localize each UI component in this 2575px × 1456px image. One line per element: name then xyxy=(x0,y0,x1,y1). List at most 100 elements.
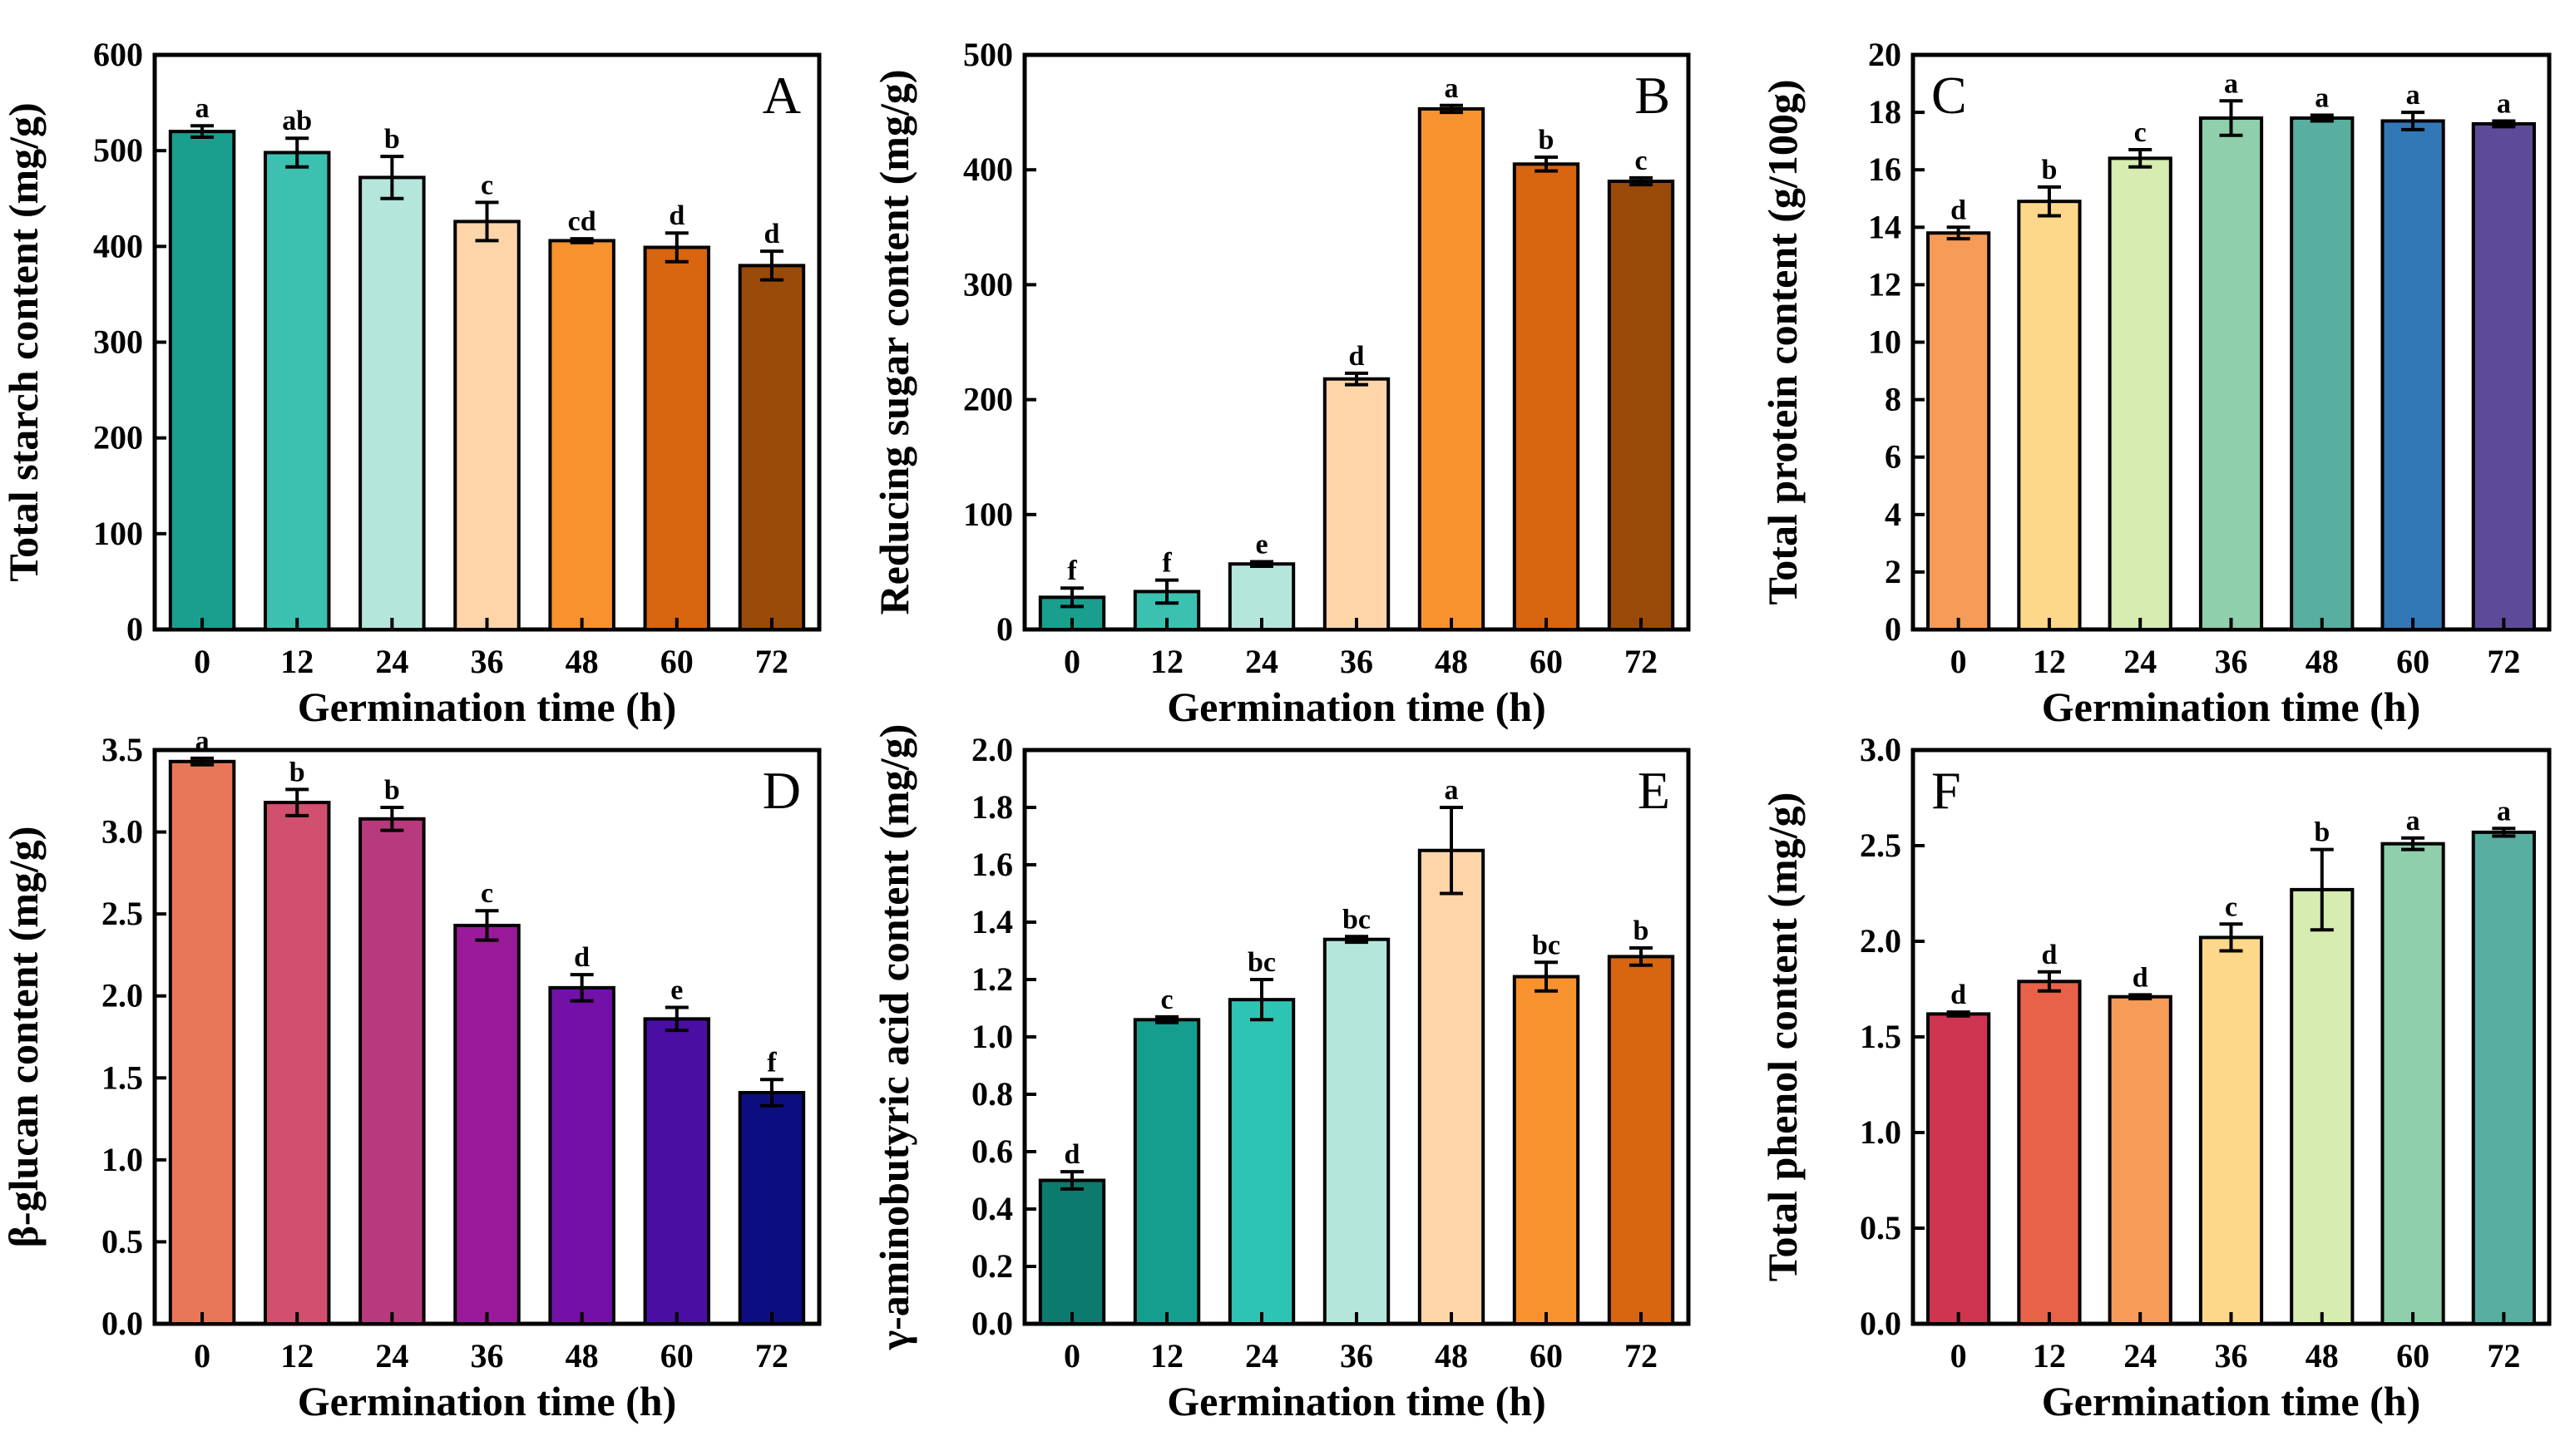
y-tick-label-c-5: 10 xyxy=(1868,323,1901,361)
significance-label-a-60: d xyxy=(669,200,685,231)
chart-panel-b: 0 100 200 300 400 500 f 0 f 12 e 24 d 36 a 48 b 60 c 72 Germ… xyxy=(871,36,1691,730)
bar-a-72 xyxy=(738,264,806,631)
significance-label-a-72: d xyxy=(764,219,779,249)
error-bar-a-60 xyxy=(665,231,689,264)
x-tick-label-e-72: 72 xyxy=(1624,1337,1658,1375)
bar-d-36 xyxy=(453,923,521,1325)
significance-label-a-0: a xyxy=(195,93,210,124)
error-bar-c-12 xyxy=(2037,185,2061,218)
chart-panel-e: 0.0 0.2 0.4 0.6 0.8 1.0 1.2 1.4 1.6 1.8 2.0 d 0 c 12 bc… xyxy=(871,724,1691,1424)
bar-c-48 xyxy=(2290,116,2355,631)
y-tick-label-d-5: 2.5 xyxy=(101,895,143,932)
x-tick-label-c-0: 0 xyxy=(1950,643,1967,680)
significance-label-e-72: b xyxy=(1633,916,1649,946)
y-tick-label-f-6: 3.0 xyxy=(1860,731,1901,768)
error-bar-b-60 xyxy=(1535,155,1558,173)
x-tick-label-f-60: 60 xyxy=(2396,1337,2429,1375)
y-tick-label-b-4: 400 xyxy=(963,151,1013,188)
bar-f-72 xyxy=(2471,830,2536,1325)
y-tick-label-c-8: 16 xyxy=(1868,151,1901,188)
panel-letter-b: B xyxy=(1634,66,1670,125)
x-tick-label-f-0: 0 xyxy=(1950,1337,1967,1375)
significance-label-d-60: e xyxy=(670,975,683,1006)
significance-label-d-72: f xyxy=(767,1047,777,1078)
significance-label-f-0: d xyxy=(1950,980,1966,1010)
significance-label-e-36: bc xyxy=(1342,904,1371,935)
y-tick-label-c-2: 4 xyxy=(1885,496,1901,533)
x-tick-label-c-60: 60 xyxy=(2396,643,2429,680)
significance-label-d-12: b xyxy=(289,757,305,787)
y-tick-label-e-5: 1.0 xyxy=(971,1018,1013,1055)
significance-label-e-24: bc xyxy=(1248,947,1276,978)
x-tick-label-b-36: 36 xyxy=(1340,643,1373,680)
error-bar-e-0 xyxy=(1060,1170,1084,1191)
y-tick-label-e-10: 2.0 xyxy=(971,731,1013,768)
bar-a-60 xyxy=(643,245,711,631)
significance-label-a-24: b xyxy=(384,124,400,155)
x-axis-title-a: Germination time (h) xyxy=(298,684,676,730)
significance-label-b-48: a xyxy=(1445,73,1459,104)
x-tick-label-b-48: 48 xyxy=(1435,643,1468,680)
significance-label-e-48: a xyxy=(1445,775,1459,806)
y-tick-label-e-0: 0.0 xyxy=(971,1305,1013,1342)
error-bar-f-36 xyxy=(2219,922,2243,953)
bar-f-24 xyxy=(2108,995,2172,1325)
panel-letter-e: E xyxy=(1638,761,1670,820)
y-tick-label-c-10: 20 xyxy=(1868,36,1901,73)
y-tick-label-e-9: 1.8 xyxy=(971,788,1013,826)
y-tick-label-d-3: 1.5 xyxy=(101,1059,143,1096)
x-axis-title-e: Germination time (h) xyxy=(1167,1378,1545,1424)
significance-label-b-12: f xyxy=(1162,548,1172,579)
significance-label-b-0: f xyxy=(1067,555,1077,586)
error-bar-b-12 xyxy=(1155,578,1179,605)
error-bar-d-72 xyxy=(759,1078,783,1108)
error-bar-e-24 xyxy=(1250,978,1273,1022)
significance-label-f-36: c xyxy=(2225,891,2237,922)
y-tick-label-a-3: 300 xyxy=(93,323,143,361)
significance-label-c-60: a xyxy=(2406,80,2420,111)
bar-a-24 xyxy=(358,175,426,631)
y-tick-label-a-0: 0 xyxy=(126,610,143,648)
x-tick-label-f-24: 24 xyxy=(2123,1337,2157,1375)
x-tick-label-d-0: 0 xyxy=(194,1337,210,1375)
x-tick-label-b-0: 0 xyxy=(1064,643,1080,680)
significance-label-e-0: d xyxy=(1065,1139,1080,1170)
y-tick-label-e-7: 1.4 xyxy=(971,903,1013,940)
error-bar-c-72 xyxy=(2492,119,2516,129)
bar-c-36 xyxy=(2198,116,2264,631)
x-tick-label-e-48: 48 xyxy=(1435,1337,1468,1375)
error-bar-f-12 xyxy=(2037,970,2061,993)
error-bar-f-24 xyxy=(2128,993,2152,1000)
significance-label-e-60: bc xyxy=(1532,930,1560,960)
bar-c-60 xyxy=(2380,119,2445,631)
x-tick-label-d-72: 72 xyxy=(755,1337,788,1375)
bar-e-72 xyxy=(1607,955,1675,1326)
x-tick-label-a-72: 72 xyxy=(755,643,788,680)
x-tick-label-d-48: 48 xyxy=(566,1337,599,1375)
x-tick-label-e-24: 24 xyxy=(1245,1337,1278,1375)
bar-a-12 xyxy=(263,151,331,632)
error-bar-b-0 xyxy=(1060,586,1084,609)
bar-a-36 xyxy=(453,220,521,631)
y-tick-label-c-9: 18 xyxy=(1868,93,1901,131)
x-tick-label-b-72: 72 xyxy=(1624,643,1658,680)
error-bar-e-36 xyxy=(1345,935,1368,945)
error-bar-a-72 xyxy=(759,249,783,282)
x-tick-label-e-60: 60 xyxy=(1530,1337,1563,1375)
y-axis-title-a: Total starch content (mg/g) xyxy=(0,102,47,581)
y-tick-label-e-8: 1.6 xyxy=(971,846,1013,883)
y-tick-label-c-3: 6 xyxy=(1885,438,1901,476)
error-bar-e-60 xyxy=(1535,960,1558,993)
chart-panel-d: 0.0 0.5 1.0 1.5 2.0 2.5 3.0 3.5 a 0 b 12 b 24 c 36 d 48 e 6… xyxy=(0,726,822,1424)
y-axis-title-f: Total phenol content (mg/g) xyxy=(1759,792,1806,1281)
error-bar-d-60 xyxy=(665,1005,689,1033)
bar-d-60 xyxy=(643,1017,711,1326)
x-tick-label-a-24: 24 xyxy=(375,643,408,680)
x-tick-label-a-12: 12 xyxy=(280,643,314,680)
y-tick-label-c-6: 12 xyxy=(1868,265,1901,303)
error-bar-e-72 xyxy=(1629,946,1653,967)
bar-b-48 xyxy=(1417,106,1485,632)
x-tick-label-d-60: 60 xyxy=(660,1337,694,1375)
significance-label-d-24: b xyxy=(384,775,400,806)
y-tick-label-e-3: 0.6 xyxy=(971,1133,1013,1170)
